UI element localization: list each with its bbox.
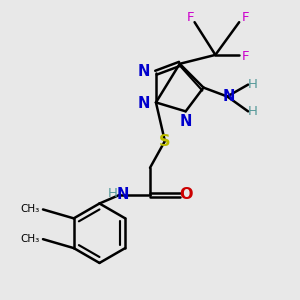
Text: O: O [179,187,192,202]
Text: H: H [108,187,118,200]
Text: N: N [223,89,235,104]
Text: N: N [138,64,150,79]
Text: H: H [248,105,257,118]
Text: N: N [117,187,129,202]
Text: CH₃: CH₃ [21,234,40,244]
Text: F: F [186,11,194,24]
Text: N: N [138,96,150,111]
Text: N: N [179,114,192,129]
Text: S: S [159,134,171,148]
Text: CH₃: CH₃ [21,204,40,214]
Text: F: F [242,11,249,24]
Text: F: F [242,50,249,63]
Text: H: H [248,78,257,91]
